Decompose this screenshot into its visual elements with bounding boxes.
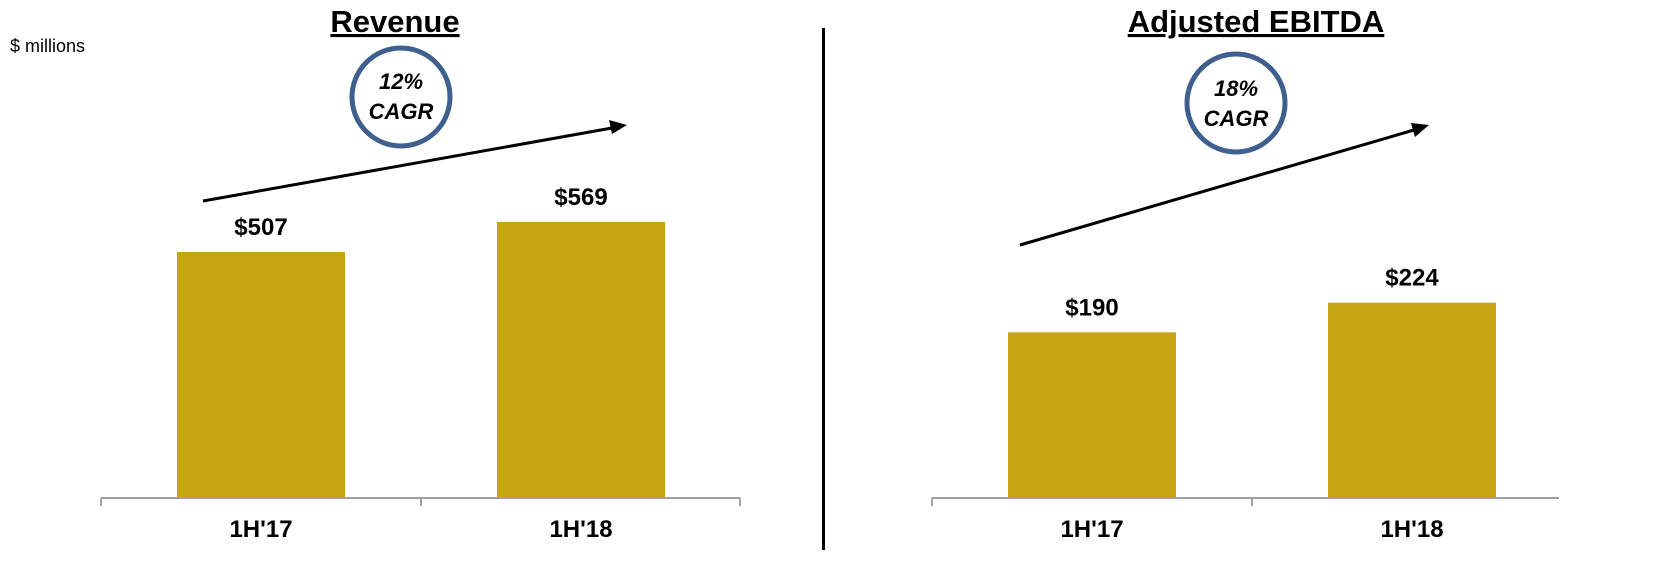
cagr-badge-label: CAGR (369, 99, 434, 124)
x-tick-label: 1H'17 (229, 516, 292, 543)
bar-value-label: $569 (554, 184, 607, 211)
bar-group: $190 1H'17 $224 1H'18 (1008, 265, 1496, 543)
revenue-chart: Revenue 12% CAGR $507 1H'17 $569 1H'18 (100, 4, 741, 543)
cagr-badge-value: 12% (379, 69, 423, 94)
units-label: $ millions (10, 36, 86, 56)
cagr-badge-circle (349, 45, 453, 149)
cagr-badge-value: 18% (1214, 76, 1258, 101)
trend-arrowhead-icon (1411, 123, 1429, 137)
x-tick-label: 1H'18 (1380, 516, 1443, 543)
panel-divider (822, 28, 825, 550)
bar (497, 221, 665, 498)
trend-arrow-line (1019, 128, 1415, 247)
bar-value-label: $190 (1065, 294, 1118, 321)
cagr-badge-circle (1184, 51, 1288, 155)
adjusted-ebitda-chart: Adjusted EBITDA 18% CAGR $190 1H'17 $224 1H… (931, 4, 1559, 543)
chart-title: Revenue (330, 4, 459, 39)
bar-group: $507 1H'17 $569 1H'18 (177, 184, 665, 543)
cagr-badge-label: CAGR (1204, 106, 1269, 131)
bar-value-label: $224 (1385, 265, 1439, 292)
trend-arrowhead-icon (609, 120, 627, 134)
x-tick-label: 1H'17 (1060, 516, 1123, 543)
bar (1008, 332, 1176, 498)
trend-arrow-line (202, 126, 613, 203)
chart-title: Adjusted EBITDA (1128, 4, 1385, 39)
bar (1328, 302, 1496, 498)
bar (177, 252, 345, 498)
bar-value-label: $507 (234, 214, 287, 241)
x-tick-label: 1H'18 (549, 516, 612, 543)
